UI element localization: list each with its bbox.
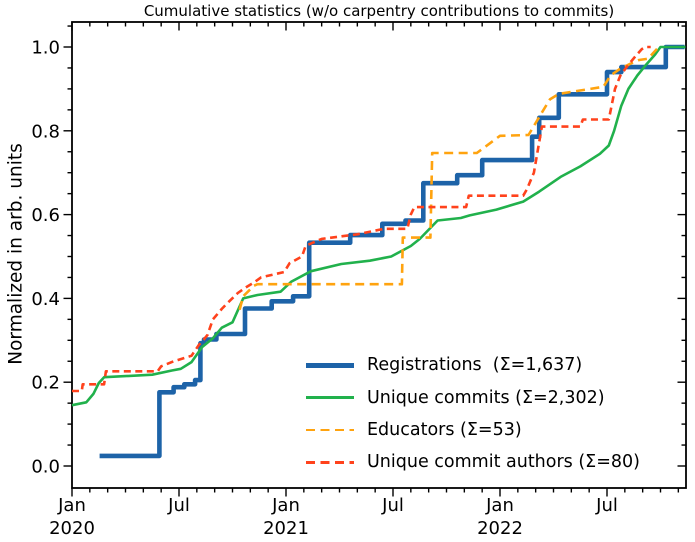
x-tick-label: Jan <box>271 495 300 516</box>
y-tick-label: 0.4 <box>31 289 60 310</box>
y-tick-label: 0.0 <box>31 457 60 478</box>
x-tick-label: Jan <box>57 495 86 516</box>
legend-label-educators: Educators (Σ=53) <box>367 419 522 440</box>
y-tick-label: 0.6 <box>31 205 60 226</box>
series-line-educators <box>238 46 660 311</box>
legend: Registrations (Σ=1,637) Unique commits (… <box>306 349 640 479</box>
legend-item-registrations: Registrations (Σ=1,637) <box>306 349 640 381</box>
y-tick-label: 1.0 <box>31 38 60 59</box>
x-tick-label: Jul <box>595 495 618 516</box>
x-year-label: 2022 <box>477 518 523 539</box>
y-tick-label: 0.8 <box>31 121 60 142</box>
unique-commits-line-sample <box>306 396 354 399</box>
educators-line-sample <box>306 428 354 432</box>
x-tick-label: Jul <box>381 495 404 516</box>
series-line-unique-commit-authors <box>72 45 651 393</box>
x-year-label: 2020 <box>49 518 95 539</box>
y-axis-label: Normalized in arb. units <box>5 143 27 365</box>
x-year-label: 2021 <box>263 518 309 539</box>
legend-item-unique-commit-authors: Unique commit authors (Σ=80) <box>306 446 640 478</box>
unique-commit-authors-line-sample <box>306 460 354 464</box>
x-tick-label: Jan <box>485 495 514 516</box>
plot-border <box>71 21 687 489</box>
series-line-registrations <box>99 44 685 459</box>
legend-label-unique-commits: Unique commits (Σ=2,302) <box>367 387 605 408</box>
legend-label-registrations: Registrations (Σ=1,637) <box>367 355 583 376</box>
legend-item-unique-commits: Unique commits (Σ=2,302) <box>306 381 640 413</box>
legend-item-educators: Educators (Σ=53) <box>306 414 640 446</box>
y-tick-label: 0.2 <box>31 373 60 394</box>
legend-label-unique-commit-authors: Unique commit authors (Σ=80) <box>367 452 640 473</box>
chart-title: Cumulative statistics (w/o carpentry con… <box>143 2 615 20</box>
registrations-line-sample <box>306 362 354 368</box>
series-line-unique-commits <box>71 45 686 407</box>
x-tick-label: Jul <box>167 495 190 516</box>
